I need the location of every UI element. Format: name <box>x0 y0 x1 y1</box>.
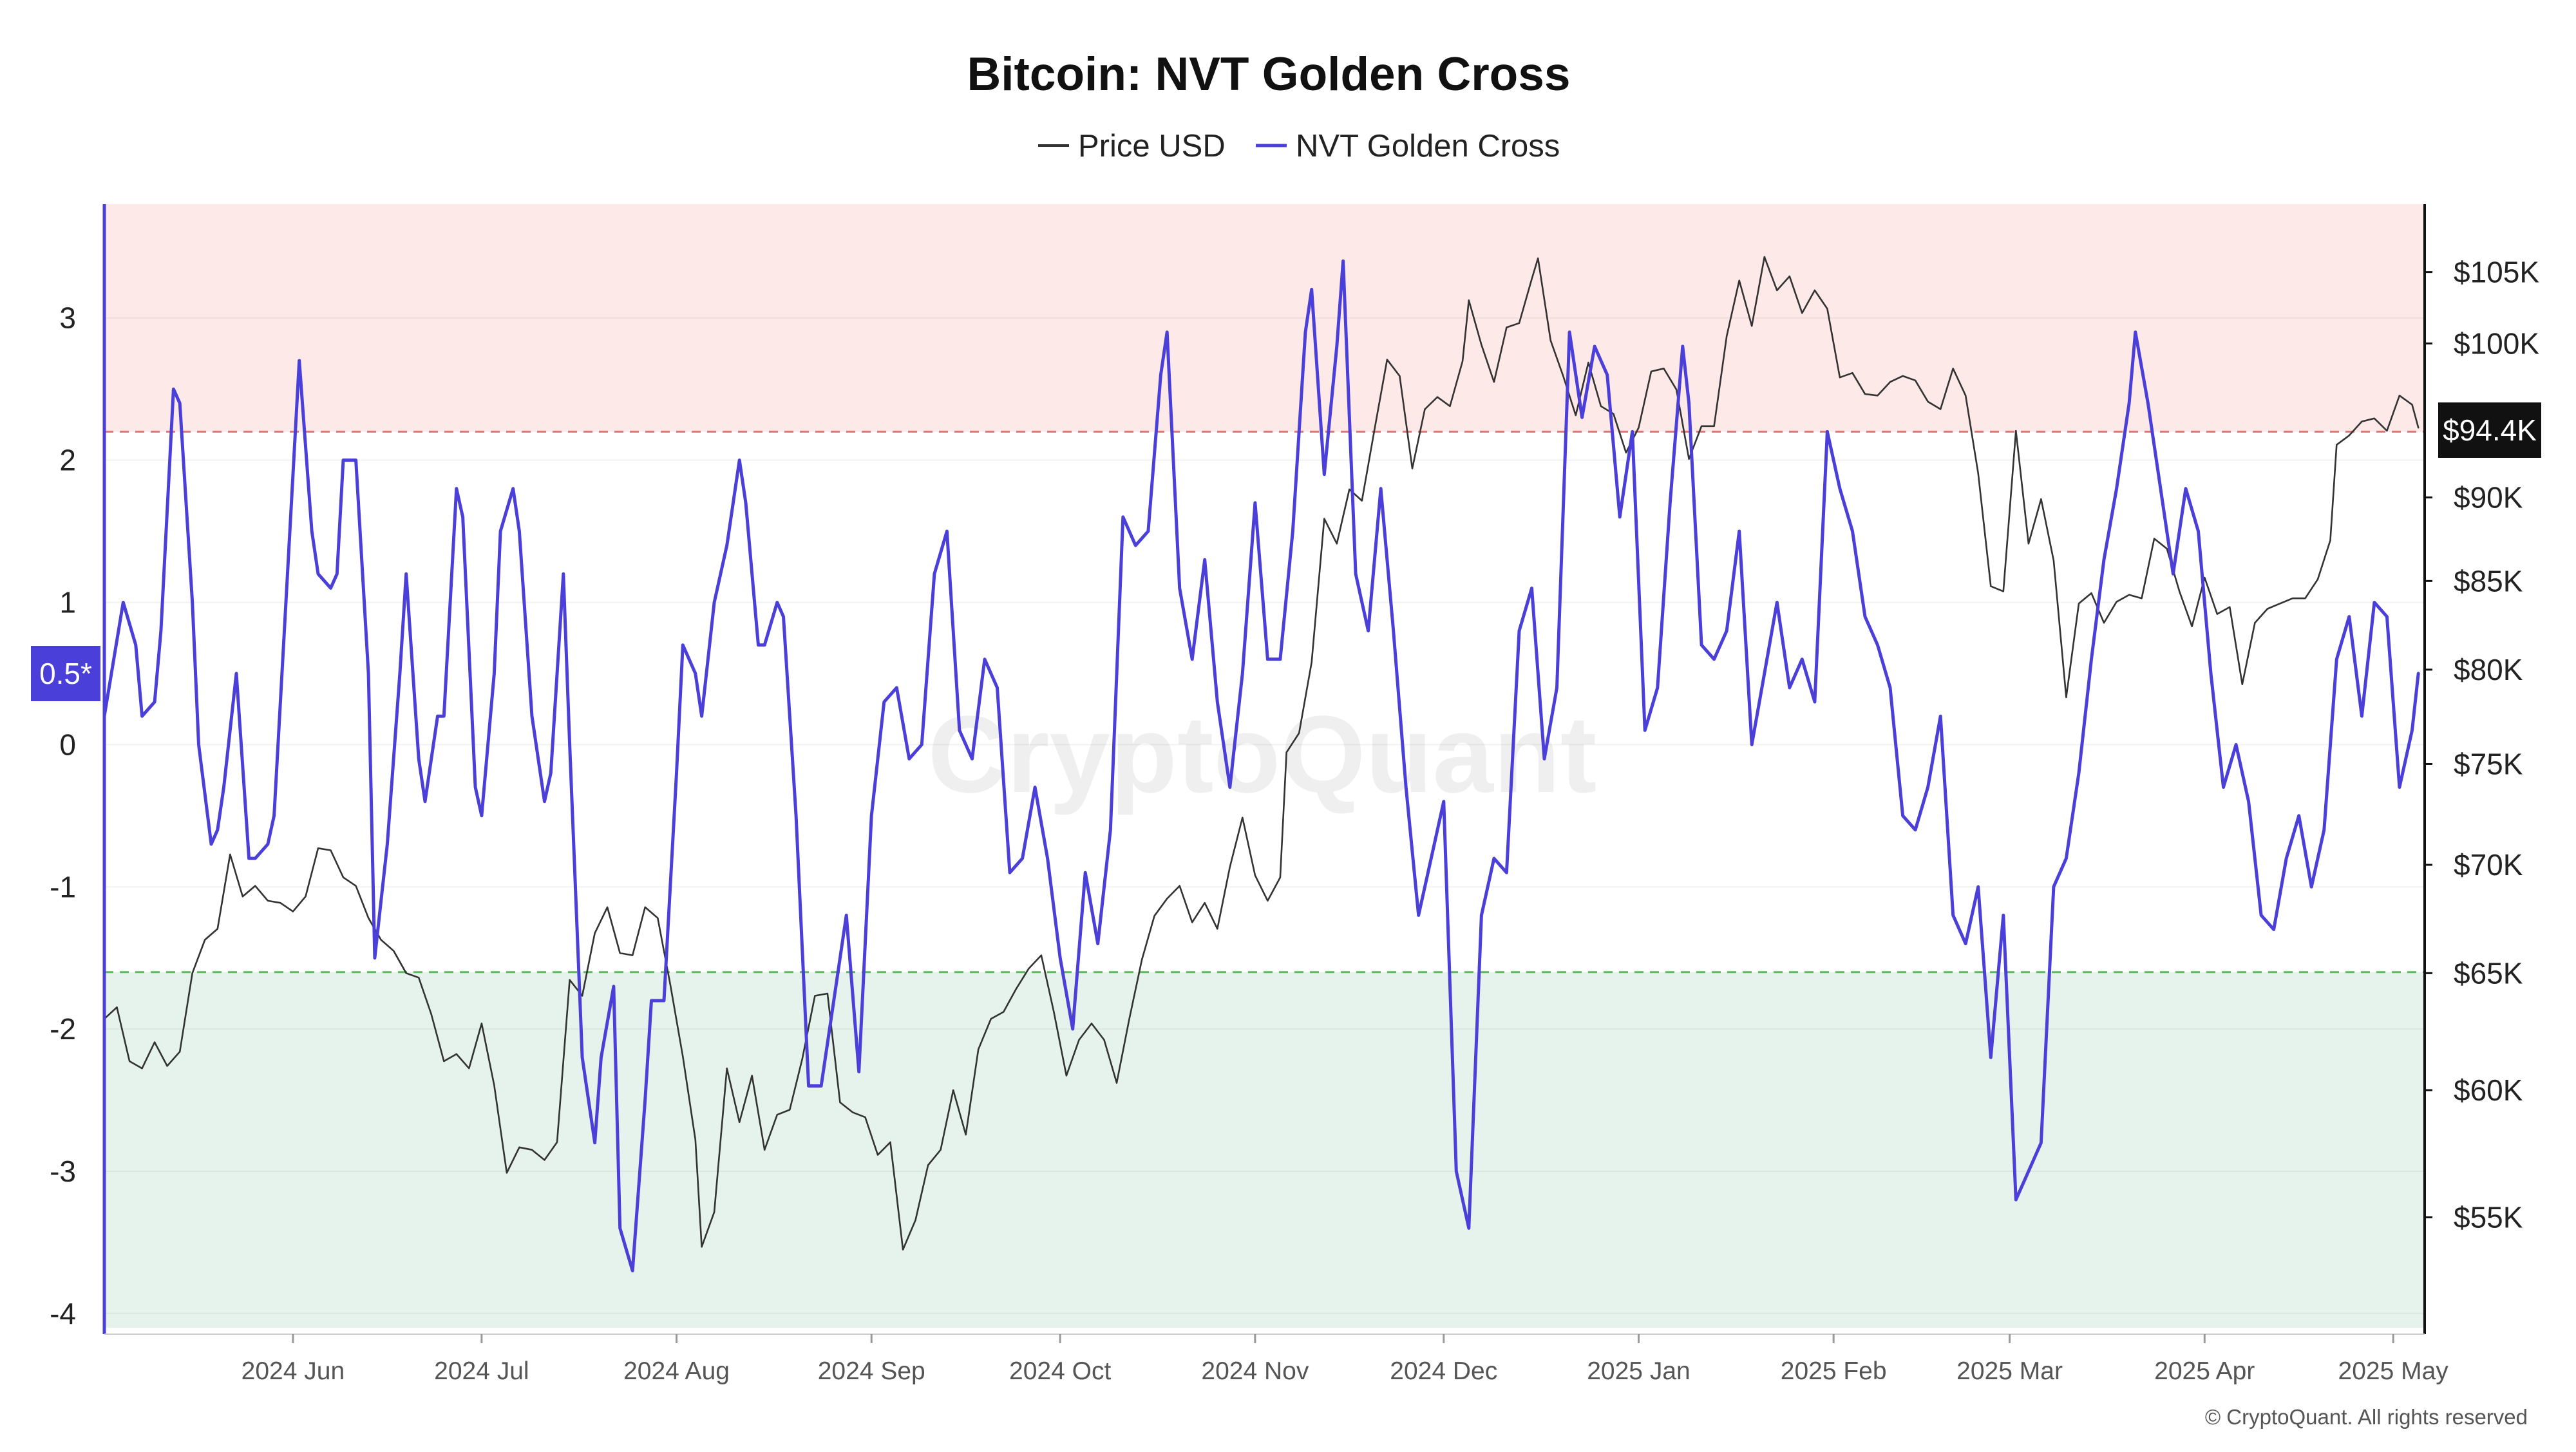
legend-item-nvt[interactable]: NVT Golden Cross <box>1256 129 1560 164</box>
watermark: CryptoQuant <box>928 693 1597 816</box>
left-tick-label: 2 <box>59 444 76 477</box>
x-tick-label: 2024 Jul <box>434 1357 529 1385</box>
right-tick-label: $60K <box>2454 1073 2523 1107</box>
right-tick-label: $70K <box>2454 848 2523 882</box>
chart-title: Bitcoin: NVT Golden Cross <box>967 48 1571 100</box>
legend: Price USD NVT Golden Cross <box>1038 129 1560 164</box>
left-tick-label: -4 <box>50 1297 76 1330</box>
left-axis-ticks: -4 -3 -2 -1 0 1 2 3 <box>50 301 76 1330</box>
x-tick-label: 2024 Dec <box>1390 1357 1497 1385</box>
legend-label-price: Price USD <box>1078 129 1226 164</box>
series-layer <box>102 256 2420 1273</box>
price-usd-series-line <box>103 256 2420 1250</box>
x-tick-label: 2025 Apr <box>2154 1357 2255 1385</box>
right-badge-label: $94.4K <box>2443 413 2537 447</box>
right-tick-label: $75K <box>2454 747 2523 780</box>
right-value-badge: $94.4K <box>2438 402 2541 458</box>
right-tick-label: $80K <box>2454 653 2523 686</box>
x-tick-label: 2024 Nov <box>1201 1357 1309 1385</box>
left-tick-label: -2 <box>50 1012 76 1046</box>
x-tick-label: 2025 Jan <box>1587 1357 1690 1385</box>
left-tick-label: 1 <box>59 585 76 619</box>
upper-zone <box>104 204 2425 432</box>
nvt-golden-cross-series-line <box>102 259 2420 1273</box>
right-badge-background <box>2438 402 2541 458</box>
left-tick-label: -1 <box>50 870 76 903</box>
axes <box>102 204 2426 1335</box>
left-tick-label: -3 <box>50 1155 76 1188</box>
right-axis-ticks: $55K $60K $65K $70K $75K $80K $85K $90K $100K $10… <box>2425 256 2539 1234</box>
copyright-notice: © CryptoQuant. All rights reserved <box>2205 1405 2528 1429</box>
x-tick-label: 2024 Aug <box>623 1357 730 1385</box>
right-tick-label: $65K <box>2454 956 2523 990</box>
legend-label-nvt: NVT Golden Cross <box>1296 129 1560 164</box>
legend-item-price[interactable]: Price USD <box>1038 129 1226 164</box>
right-tick-label: $85K <box>2454 564 2523 598</box>
lower-zone <box>104 972 2425 1328</box>
x-tick-label: 2024 Jun <box>242 1357 345 1385</box>
x-axis-ticks: 2024 Jun 2024 Jul 2024 Aug 2024 Sep 2024 Oct… <box>242 1334 2449 1385</box>
right-tick-label: $100K <box>2454 326 2539 360</box>
right-tick-label: $90K <box>2454 481 2523 514</box>
x-tick-label: 2025 May <box>2338 1357 2449 1385</box>
left-badge-background <box>31 646 100 701</box>
right-tick-label: $55K <box>2454 1201 2523 1234</box>
left-value-badge: 0.5* <box>31 646 100 701</box>
x-tick-label: 2025 Feb <box>1781 1357 1887 1385</box>
left-badge-label: 0.5* <box>39 657 92 690</box>
left-tick-label: 3 <box>59 301 76 335</box>
right-tick-label: $105K <box>2454 256 2539 289</box>
x-tick-label: 2024 Sep <box>818 1357 925 1385</box>
left-tick-label: 0 <box>59 728 76 761</box>
x-tick-label: 2025 Mar <box>1956 1357 2063 1385</box>
x-tick-label: 2024 Oct <box>1009 1357 1111 1385</box>
